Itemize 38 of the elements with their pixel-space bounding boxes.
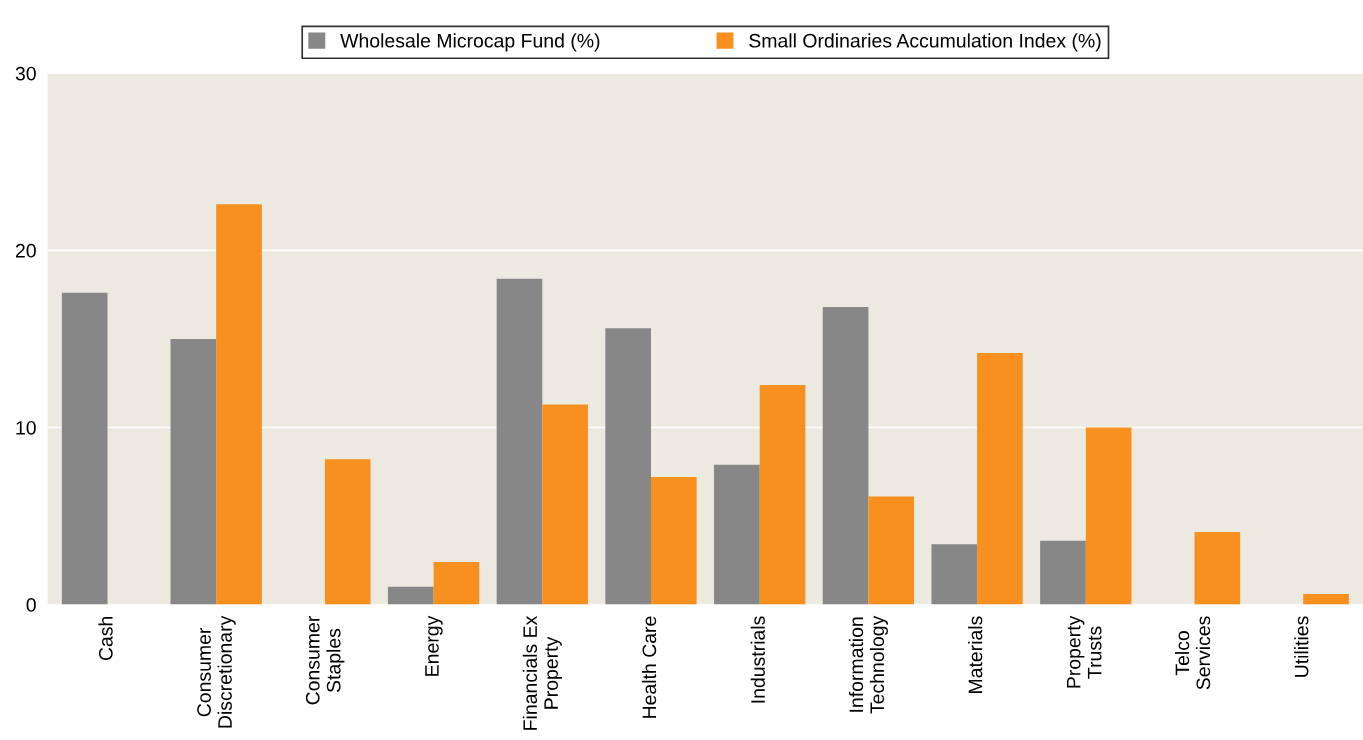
bar — [1194, 531, 1241, 605]
x-tick-label: Consumer Discretionary — [197, 615, 236, 728]
x-tick-label: Consumer Staples — [305, 616, 345, 705]
bar — [216, 204, 262, 605]
bar — [1085, 427, 1132, 605]
x-tick-label: Telco Services — [1174, 616, 1211, 690]
bar — [542, 404, 588, 605]
x-tick-label: Energy — [425, 615, 443, 676]
bar — [651, 477, 697, 605]
bar — [1040, 540, 1086, 605]
x-tick-label: Information Technology — [848, 615, 888, 714]
bar — [433, 562, 480, 605]
x-tick-label: Cash — [98, 616, 113, 661]
y-tick-label: 10 — [16, 420, 36, 435]
y-tick-label: 0 — [26, 598, 36, 612]
x-tick-label: Industrials — [750, 616, 765, 703]
bar — [324, 459, 371, 605]
bar — [1303, 593, 1349, 605]
bar — [714, 464, 760, 605]
y-tick-label: 30 — [15, 66, 36, 81]
bar — [496, 278, 543, 605]
bar — [170, 338, 217, 605]
bar — [61, 292, 108, 605]
bar — [868, 496, 915, 605]
x-tick-label: Utilities — [1294, 616, 1309, 677]
legend-label: Wholesale Microcap Fund (%) — [340, 33, 600, 52]
bar — [977, 353, 1023, 605]
legend-label: Small Ordinaries Accumulation Index (%) — [749, 33, 1101, 52]
x-tick-label: Financials Ex Property — [522, 615, 562, 730]
x-tick-label: Property Trusts — [1066, 615, 1102, 688]
bar — [931, 544, 978, 605]
x-tick-label: Health Care — [641, 616, 657, 718]
y-tick-label: 20 — [15, 243, 36, 258]
x-tick-label: Materials — [968, 616, 983, 693]
bar — [387, 586, 434, 605]
bar — [759, 384, 806, 605]
bar — [822, 307, 869, 605]
bar — [605, 328, 651, 605]
